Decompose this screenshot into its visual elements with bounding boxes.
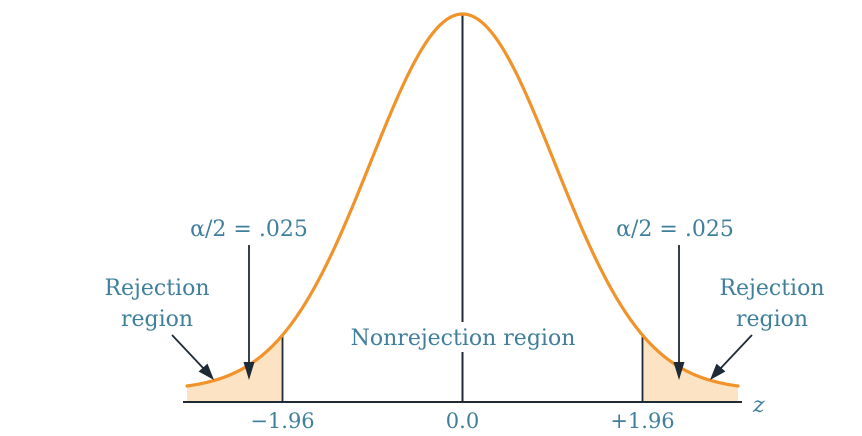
rejection-right-arrow xyxy=(710,334,753,380)
alpha-left-arrow xyxy=(243,245,255,380)
tick-label-right: +1.96 xyxy=(610,409,674,433)
rejection-left-arrow xyxy=(171,334,214,380)
alpha-right-arrow xyxy=(673,245,685,380)
nonrejection-label-backdrop xyxy=(345,322,581,352)
z-axis-label: z xyxy=(752,393,765,418)
rejection-left-label-line1: Rejection xyxy=(104,276,209,301)
rejection-right-label-line1: Rejection xyxy=(719,276,824,301)
right-rejection-tail-fill xyxy=(642,335,738,402)
left-rejection-tail-fill xyxy=(187,335,283,402)
nonrejection-label: Nonrejection region xyxy=(351,326,576,351)
tick-label-center: 0.0 xyxy=(446,409,479,433)
tick-label-left: −1.96 xyxy=(250,409,314,433)
alpha-right-label: α/2 = .025 xyxy=(616,217,734,242)
alpha-left-label: α/2 = .025 xyxy=(190,217,308,242)
normal-curve xyxy=(185,12,740,388)
rejection-right-label-line2: region xyxy=(736,307,808,332)
rejection-left-label-line2: region xyxy=(121,307,193,332)
